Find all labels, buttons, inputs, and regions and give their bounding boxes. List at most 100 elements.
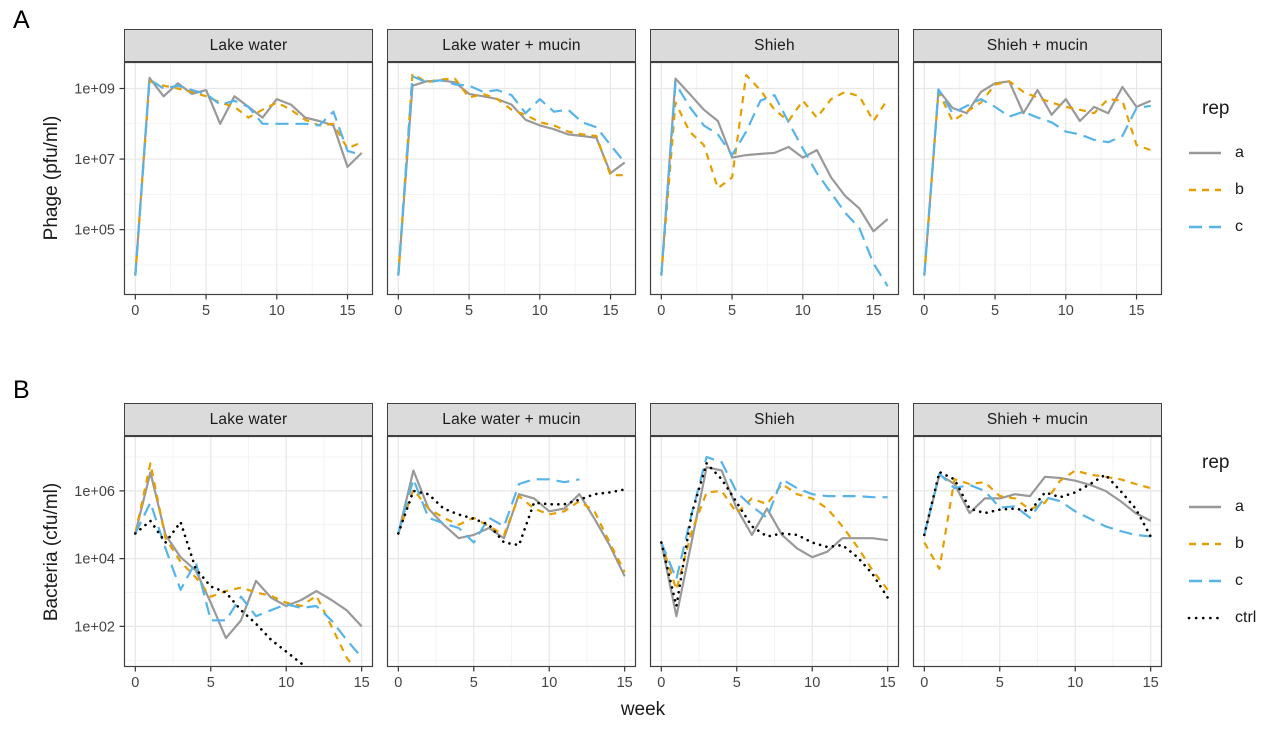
series-line-ctrl: [923, 470, 1152, 538]
facet-title: Lake water + mucin: [387, 29, 636, 62]
legend-rep-phage: rep a b c: [1188, 98, 1244, 255]
facet-title: Lake water + mucin: [387, 403, 636, 436]
facet-plot: 0 5 10 15 1e+02 1e+04 1e+06: [74, 435, 374, 691]
facet-lake-water-mucin: Lake water + mucin 0 5 10 15: [386, 403, 637, 694]
x-tick-label: 10: [795, 303, 811, 319]
x-tick-label: 10: [541, 675, 557, 691]
y-tick-label: 1e+07: [74, 152, 115, 168]
facet-title: Lake water: [124, 403, 373, 436]
x-tick-label: 0: [657, 303, 665, 319]
facet-lake-water: Lake water 0 5 10 15 1e+02 1e+04 1e+06: [74, 403, 374, 694]
series-line-a: [660, 466, 888, 618]
x-tick-label: 5: [733, 675, 741, 691]
legend-item-b: b: [1188, 535, 1256, 553]
legend-item-ctrl: ctrl: [1187, 609, 1257, 627]
x-axis-title: week: [620, 699, 666, 720]
legend-item-c: c: [1188, 218, 1244, 236]
series-line-b: [397, 488, 626, 573]
facet-shieh: Shieh 0 5 10 15: [649, 29, 900, 322]
series-line-c: [134, 78, 363, 276]
panel-a-facets: Lake water 0 5 10 15 1e+05 1e+07 1e+09 Lake wate…: [74, 29, 1163, 322]
x-tick-label: 0: [394, 303, 402, 319]
facet-title: Shieh + mucin: [913, 403, 1162, 436]
legend-item-c: c: [1188, 572, 1256, 590]
legend-label: c: [1235, 218, 1243, 235]
x-tick-label: 0: [657, 675, 665, 691]
series-line-a: [923, 80, 1152, 276]
legend-key-ctrl-icon: [1187, 616, 1223, 620]
facet-lake-water-mucin: Lake water + mucin 0 5 10 15: [386, 29, 637, 322]
y-tick-label: 1e+02: [74, 619, 115, 635]
series-line-c: [660, 82, 889, 287]
legend-rep-bacteria: rep a b c ctrl: [1187, 452, 1257, 646]
x-tick-label: 15: [354, 675, 370, 691]
series-line-c: [660, 455, 888, 581]
legend-item-b: b: [1188, 181, 1244, 199]
x-tick-label: 15: [339, 303, 355, 319]
x-tick-label: 0: [920, 303, 928, 319]
panel-b-label: B: [13, 376, 30, 404]
legend-key-c-icon: [1189, 225, 1221, 229]
series-line-a: [923, 473, 1152, 536]
facet-title: Shieh + mucin: [913, 29, 1162, 62]
legend-key-b-icon: [1189, 188, 1221, 192]
x-tick-label: 10: [1067, 675, 1083, 691]
series-line-b: [134, 462, 356, 667]
series-line-c: [923, 88, 1151, 276]
y-tick-label: 1e+06: [74, 484, 115, 500]
legend-label: b: [1235, 181, 1244, 198]
x-tick-label: 5: [207, 675, 215, 691]
x-tick-label: 5: [996, 675, 1004, 691]
x-tick-label: 5: [470, 675, 478, 691]
series-line-c: [397, 75, 626, 276]
y-tick-label: 1e+05: [74, 223, 115, 239]
facet-plot: 0 5 10 15: [649, 435, 900, 691]
facet-plot: 0 5 10 15: [912, 435, 1163, 691]
panel-b-facets: Lake water 0 5 10 15 1e+02 1e+04 1e+06 Lake wate…: [74, 403, 1163, 694]
legend-item-a: a: [1188, 498, 1256, 516]
x-tick-label: 10: [269, 303, 285, 319]
legend-key-c-icon: [1189, 579, 1221, 583]
series-line-c: [923, 472, 1151, 538]
x-tick-label: 10: [804, 675, 820, 691]
x-tick-label: 5: [465, 303, 473, 319]
legend-label: ctrl: [1235, 609, 1257, 626]
facet-title: Shieh: [650, 29, 899, 62]
legend-item-a: a: [1188, 144, 1244, 162]
series-line-ctrl: [660, 462, 889, 608]
series-line-a: [660, 77, 889, 276]
legend-label: c: [1235, 572, 1243, 589]
facet-plot: 0 5 10 15: [386, 61, 637, 319]
legend-label: b: [1235, 535, 1244, 552]
x-tick-label: 0: [920, 675, 928, 691]
series-line-c: [397, 478, 580, 544]
legend-label: a: [1235, 498, 1244, 515]
facet-title: Lake water: [124, 29, 373, 62]
legend-key-b-icon: [1189, 542, 1221, 546]
facet-shieh-mucin: Shieh + mucin 0 5 10 15: [912, 29, 1163, 322]
series-line-b: [923, 80, 1152, 276]
facet-title: Shieh: [650, 403, 899, 436]
x-tick-label: 10: [1058, 303, 1074, 319]
series-line-ctrl: [134, 519, 309, 667]
x-tick-label: 5: [728, 303, 736, 319]
facet-plot: 0 5 10 15: [912, 61, 1163, 319]
facet-plot: 0 5 10 15 1e+05 1e+07 1e+09: [74, 61, 374, 319]
series-line-c: [134, 501, 363, 659]
facet-lake-water: Lake water 0 5 10 15 1e+05 1e+07 1e+09: [74, 29, 374, 322]
x-tick-label: 0: [131, 303, 139, 319]
legend-title: rep: [1202, 452, 1230, 473]
x-tick-label: 15: [1143, 675, 1159, 691]
x-tick-label: 0: [394, 675, 402, 691]
y-axis-title-phage: Phage (pfu/ml): [41, 115, 62, 241]
legend-label: a: [1235, 144, 1244, 161]
facet-plot: 0 5 10 15: [649, 61, 900, 319]
y-axis-title-bacteria: Bacteria (cfu/ml): [41, 482, 62, 622]
x-tick-label: 10: [532, 303, 548, 319]
series-line-b: [660, 482, 889, 591]
legend-key-a-icon: [1189, 151, 1221, 155]
x-tick-label: 0: [131, 675, 139, 691]
x-tick-label: 15: [1128, 303, 1144, 319]
y-tick-label: 1e+04: [74, 552, 115, 568]
series-line-b: [134, 80, 363, 276]
